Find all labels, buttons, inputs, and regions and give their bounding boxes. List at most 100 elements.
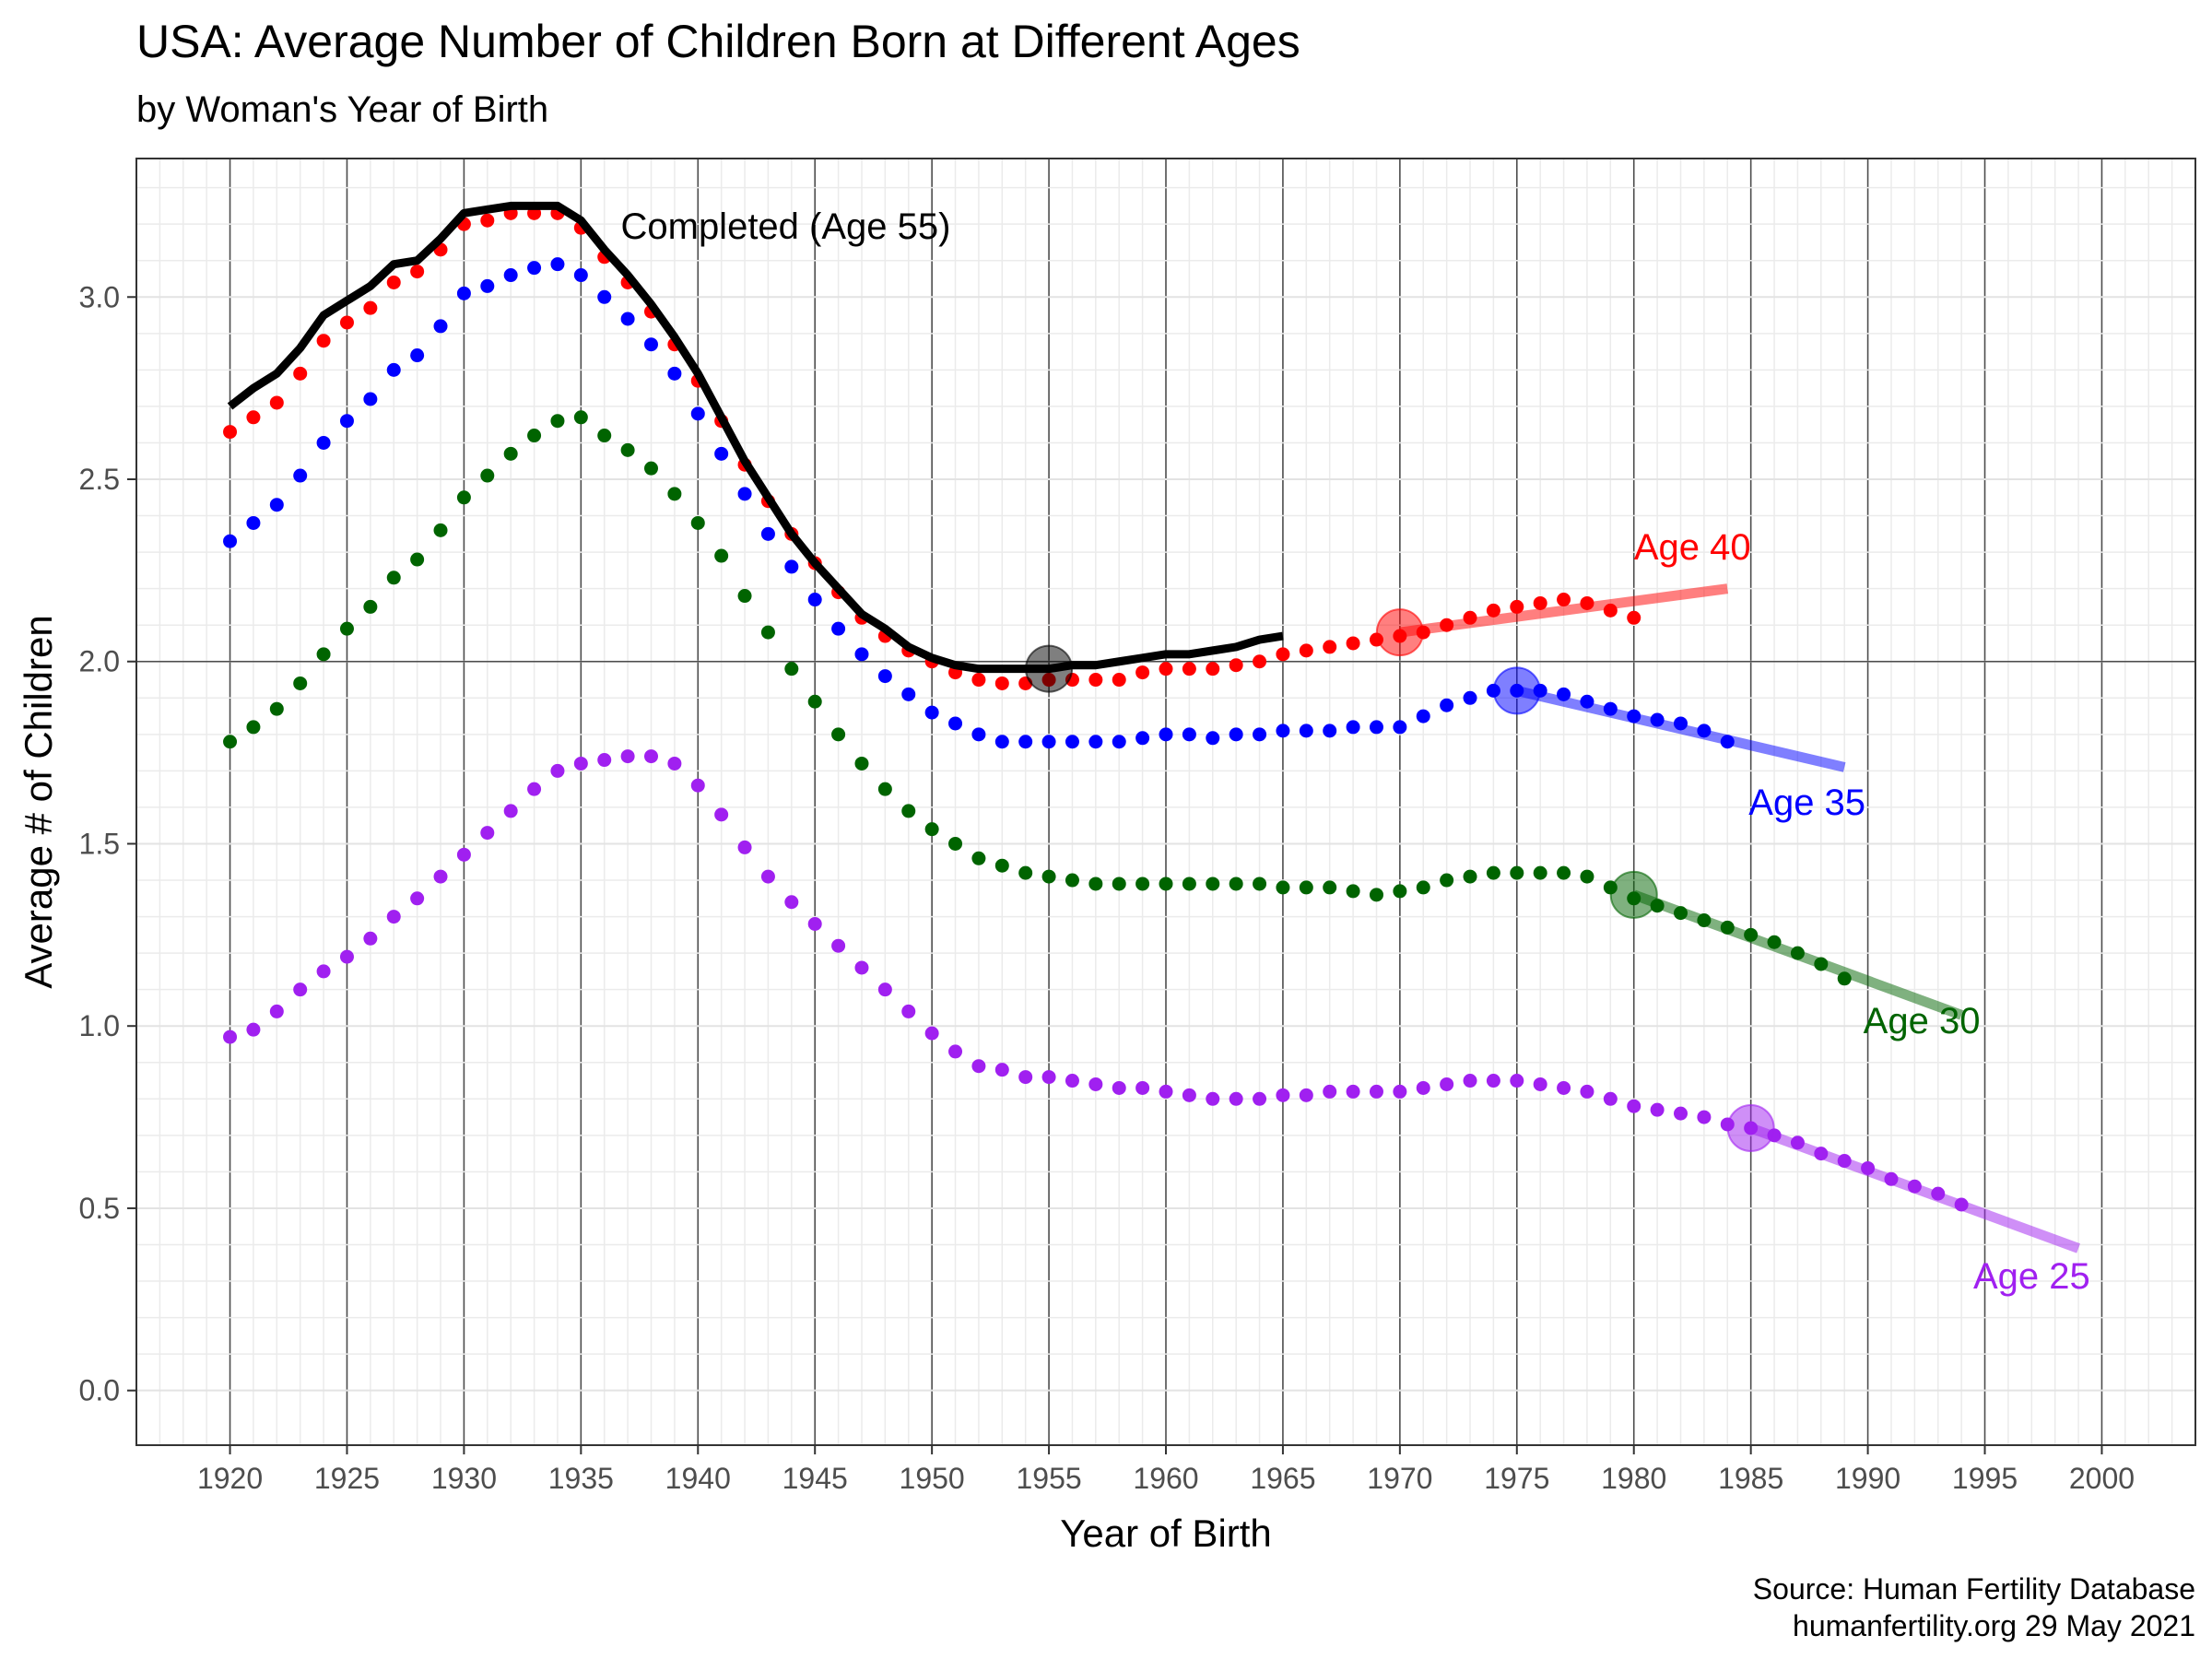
point-age-35 [1299, 724, 1313, 738]
x-tick-label: 1970 [1367, 1462, 1432, 1495]
point-age-30 [1041, 869, 1056, 884]
point-age-35 [1135, 731, 1150, 746]
point-age-35 [714, 446, 729, 461]
point-age-35 [433, 319, 448, 334]
point-age-25 [1206, 1091, 1220, 1106]
point-age-35 [1557, 687, 1571, 701]
point-age-30 [1206, 877, 1220, 891]
point-age-25 [644, 749, 658, 764]
chart-title: USA: Average Number of Children Born at … [136, 16, 1300, 67]
y-tick-label: 3.0 [79, 280, 120, 313]
point-age-30 [1088, 877, 1103, 891]
point-age-25 [1557, 1080, 1571, 1095]
point-age-30 [901, 804, 916, 818]
series-label-age-25: Age 25 [1973, 1256, 2090, 1297]
point-age-35 [1323, 724, 1337, 738]
point-age-40 [1533, 595, 1547, 610]
point-age-30 [831, 727, 846, 742]
point-age-25 [1346, 1084, 1360, 1099]
point-age-35 [339, 414, 354, 429]
point-age-40 [223, 425, 238, 440]
point-age-35 [1088, 735, 1103, 749]
point-age-30 [807, 694, 822, 709]
point-age-25 [1112, 1080, 1126, 1095]
point-age-25 [1276, 1088, 1290, 1102]
x-tick-label: 1980 [1601, 1462, 1666, 1495]
point-age-35 [831, 621, 846, 636]
point-age-30 [480, 468, 495, 483]
point-age-35 [1650, 712, 1665, 727]
point-age-25 [971, 1059, 986, 1074]
x-tick-label: 1935 [548, 1462, 614, 1495]
point-age-30 [877, 782, 892, 796]
series-line-completed-age-55 [227, 201, 1284, 674]
point-age-40 [410, 265, 425, 279]
point-age-30 [597, 429, 612, 443]
point-age-25 [994, 1063, 1009, 1077]
point-age-30 [503, 446, 518, 461]
point-age-30 [924, 822, 939, 837]
point-age-30 [316, 647, 331, 662]
point-age-25 [737, 840, 752, 854]
point-age-35 [1697, 724, 1712, 738]
trend-line-age-40 [1399, 583, 1729, 638]
point-age-25 [1486, 1074, 1500, 1088]
point-age-30 [948, 836, 963, 851]
point-age-30 [456, 490, 471, 505]
point-age-25 [1907, 1179, 1922, 1194]
point-age-40 [386, 275, 401, 289]
point-age-25 [1041, 1070, 1056, 1085]
x-tick-label: 1940 [665, 1462, 731, 1495]
point-age-35 [503, 268, 518, 283]
point-age-25 [620, 749, 635, 764]
point-age-40 [1346, 636, 1360, 651]
point-age-30 [854, 756, 869, 771]
point-age-30 [1416, 880, 1430, 895]
point-age-25 [1837, 1154, 1852, 1169]
point-age-40 [1463, 610, 1477, 625]
point-age-25 [1603, 1091, 1618, 1106]
x-tick-label: 1945 [782, 1462, 848, 1495]
highlight-marker-age-40 [1375, 608, 1424, 657]
point-age-35 [597, 289, 612, 304]
point-age-25 [1790, 1135, 1805, 1150]
point-age-35 [1369, 720, 1383, 735]
x-tick-label: 1990 [1835, 1462, 1900, 1495]
point-age-40 [994, 676, 1009, 690]
point-age-30 [386, 571, 401, 585]
point-age-35 [223, 534, 238, 548]
point-age-40 [1182, 662, 1196, 677]
point-age-25 [363, 931, 378, 946]
point-age-25 [901, 1004, 916, 1018]
point-age-30 [1159, 877, 1173, 891]
point-age-35 [573, 268, 588, 283]
y-tick-label: 2.0 [79, 645, 120, 678]
x-tick-label: 1920 [197, 1462, 263, 1495]
plot-panel: Age 25 Age 30 Age 35 Age 40 Completed (Age 5… [135, 158, 2196, 1446]
point-age-25 [877, 982, 892, 997]
point-age-30 [246, 720, 261, 735]
point-age-30 [1112, 877, 1126, 891]
point-age-25 [527, 782, 542, 796]
point-age-30 [550, 414, 565, 429]
point-age-25 [1674, 1106, 1688, 1121]
point-age-30 [1557, 865, 1571, 880]
point-age-25 [690, 778, 705, 793]
point-age-30 [644, 461, 658, 476]
point-age-35 [246, 515, 261, 530]
point-age-35 [480, 278, 495, 293]
point-age-40 [316, 334, 331, 348]
point-age-30 [1135, 877, 1150, 891]
point-age-30 [223, 735, 238, 749]
point-age-30 [1065, 873, 1079, 888]
point-age-30 [1369, 888, 1383, 902]
point-age-35 [620, 312, 635, 326]
y-axis: 0.0 0.5 1.0 1.5 2.0 2.5 3.0 [79, 280, 136, 1407]
x-tick-label: 1925 [314, 1462, 380, 1495]
y-tick-label: 1.0 [79, 1009, 120, 1042]
point-age-35 [667, 366, 682, 381]
point-age-35 [293, 468, 308, 483]
point-age-25 [1954, 1197, 1969, 1212]
point-age-35 [1603, 701, 1618, 716]
